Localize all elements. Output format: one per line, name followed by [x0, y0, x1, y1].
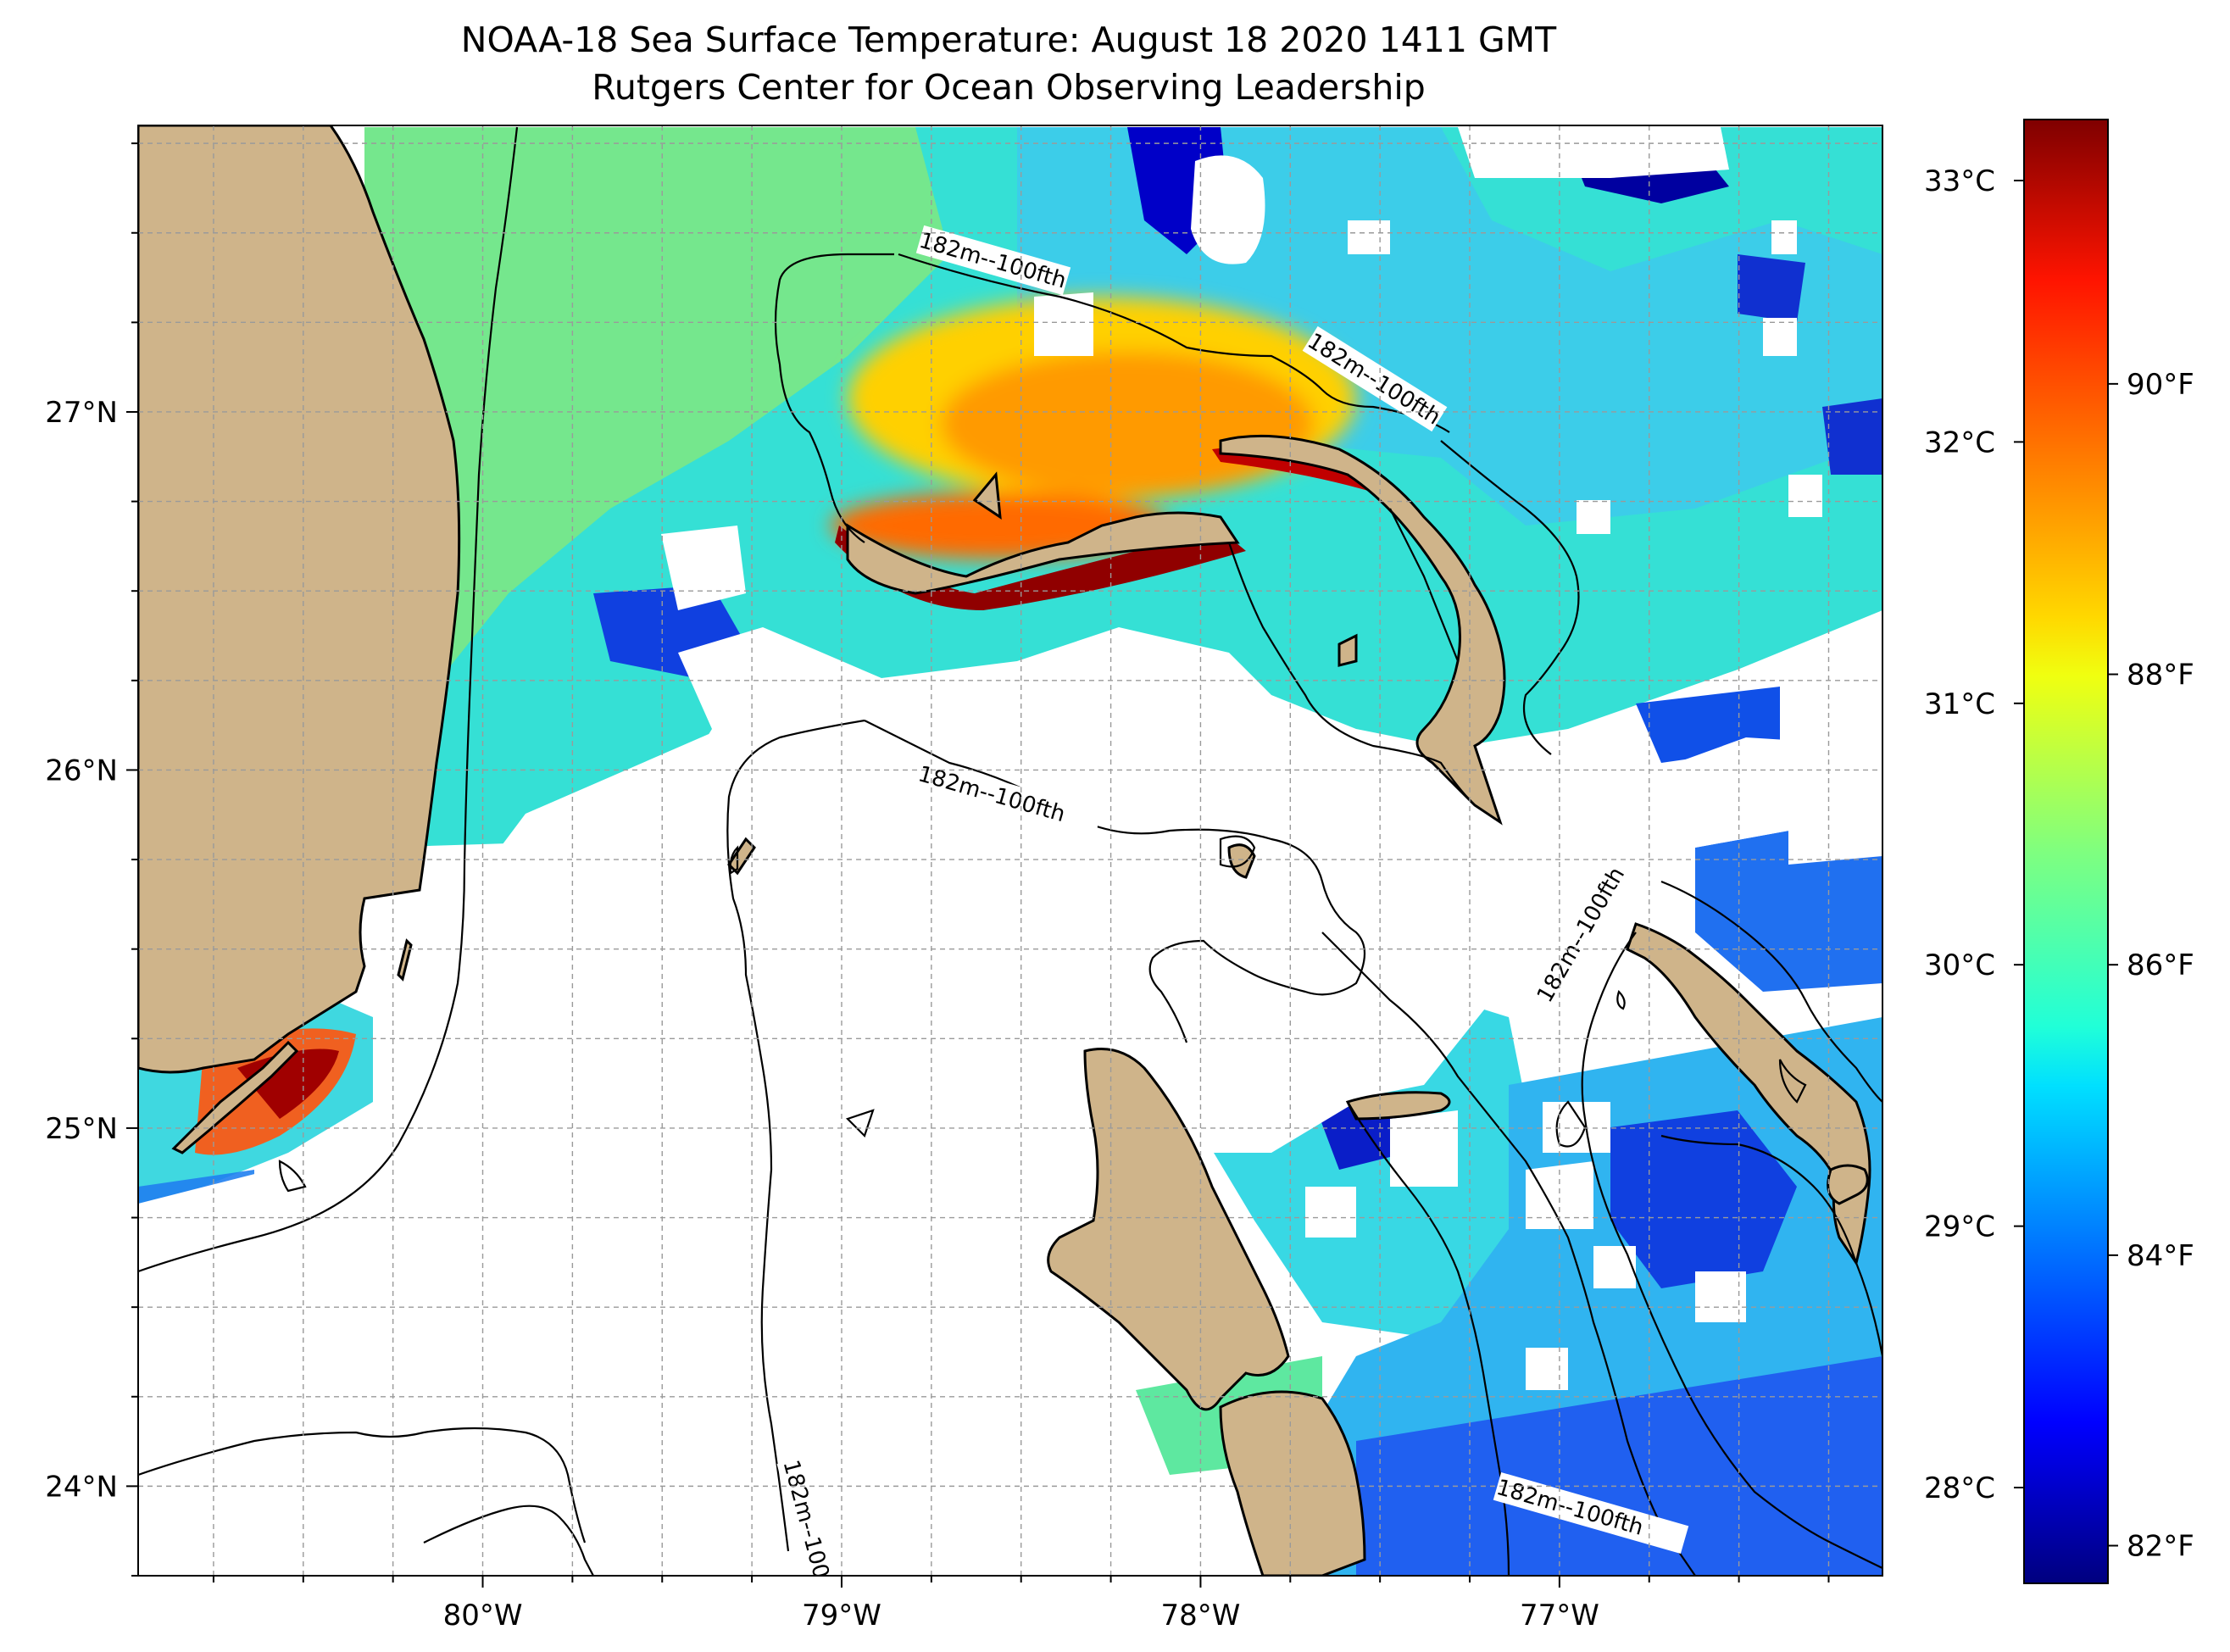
lon-tick-label: 77°W: [1520, 1599, 1599, 1633]
colorbar-f-label: 86°F: [2127, 948, 2194, 982]
colorbar-f-label: 84°F: [2127, 1239, 2194, 1273]
colorbar-c-label: 30°C: [1924, 948, 1995, 982]
map-axes: 80°W 79°W 78°W 77°W 24°N 25°N 26°N 27°N: [45, 142, 1830, 1633]
sst-field: 182m--100fth 182m--100fth 182m--100fth 1…: [138, 125, 1882, 1576]
colorbar-f-label: 82°F: [2127, 1530, 2194, 1564]
map-frame: [137, 125, 1883, 1577]
land: [138, 125, 1871, 1576]
lon-tick-label: 78°W: [1160, 1599, 1240, 1633]
lat-tick-label: 26°N: [45, 754, 118, 787]
berry-islands: [1227, 843, 1256, 879]
lat-tick-label: 24°N: [45, 1470, 118, 1504]
new-providence: [1345, 1091, 1451, 1121]
lon-tick-label: 80°W: [443, 1599, 523, 1633]
florida-peninsula: [138, 125, 461, 1074]
lat-tick-label: 25°N: [45, 1112, 118, 1146]
colorbar: 33°C 32°C 31°C 30°C 29°C 28°C 90°F 88°F 86°F 84°F…: [1924, 119, 2194, 1584]
keys: [171, 1040, 299, 1154]
colorbar-f-label: 88°F: [2127, 659, 2194, 693]
colorbar-c-label: 29°C: [1924, 1210, 1995, 1244]
graticule: [138, 125, 1882, 1576]
colorbar-c-label: 31°C: [1924, 687, 1995, 721]
colorbar-gradient: [2023, 119, 2109, 1584]
grand-bahama: [846, 511, 1240, 595]
lat-tick-label: 27°N: [45, 396, 118, 430]
eleuthera: [1626, 922, 1871, 1266]
colorbar-c-label: 33°C: [1924, 164, 1995, 198]
andros-south: [1219, 1390, 1366, 1576]
abaco: [1219, 434, 1506, 826]
colorbar-c-label: 28°C: [1924, 1471, 1995, 1505]
lon-tick-label: 79°W: [802, 1599, 881, 1633]
cloud-mask: [138, 127, 1882, 1576]
colorbar-c-label: 32°C: [1924, 426, 1995, 459]
map-title: NOAA-18 Sea Surface Temperature: August …: [460, 19, 1557, 60]
grand-bahama-east: [972, 471, 1002, 520]
map-subtitle: Rutgers Center for Ocean Observing Leade…: [592, 67, 1426, 108]
colorbar-f-label: 90°F: [2127, 368, 2194, 402]
andros: [1047, 1048, 1290, 1411]
